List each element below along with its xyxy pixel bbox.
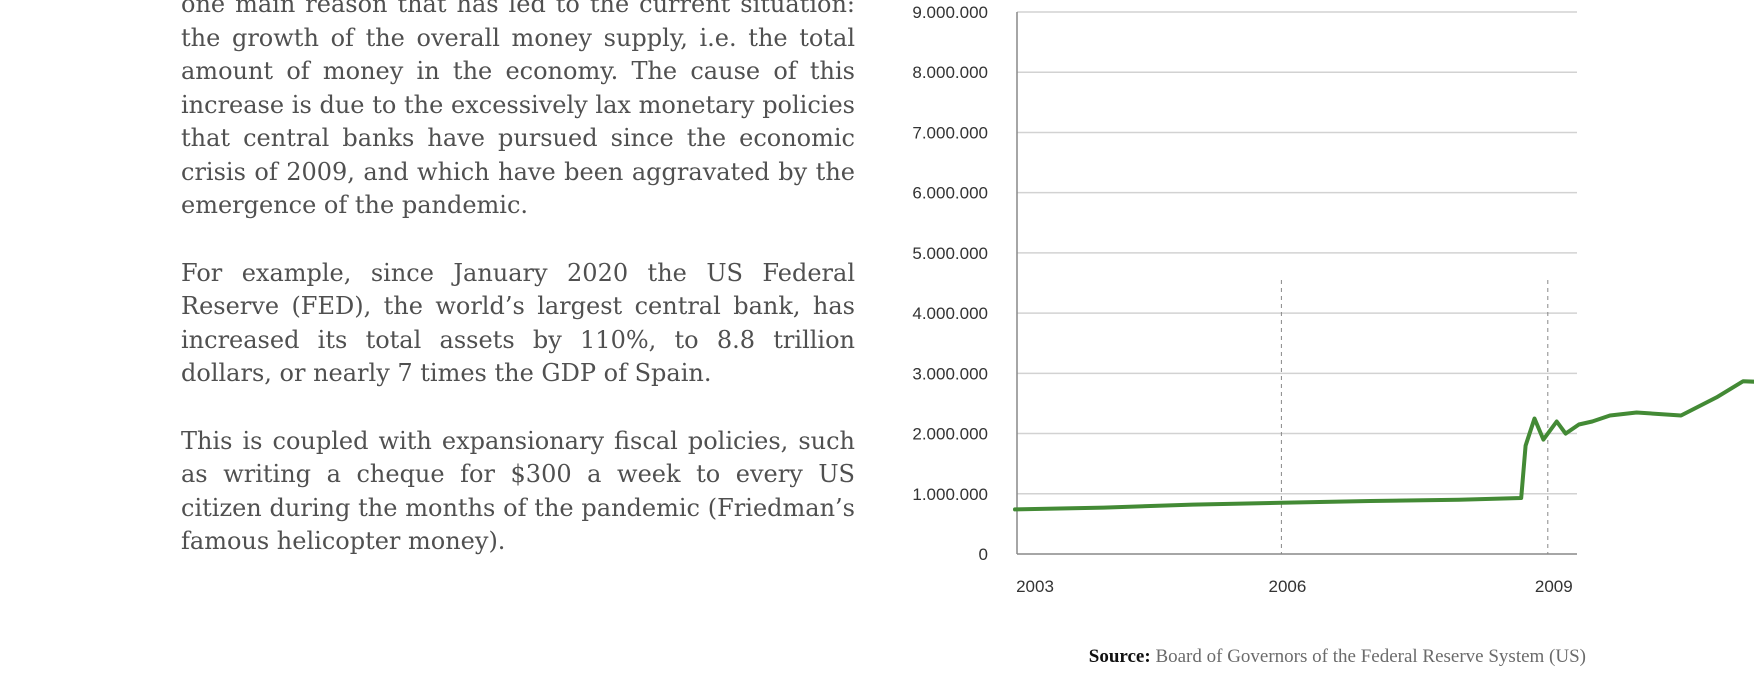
y-tick-label: 9.000.000 <box>912 3 988 22</box>
y-tick-label: 7.000.000 <box>912 123 988 142</box>
series-line <box>1013 379 1754 512</box>
y-tick-label: 0 <box>979 545 988 564</box>
y-tick-label: 6.000.000 <box>912 184 988 203</box>
paragraph-3: This is coupled with expansionary fiscal… <box>181 426 855 556</box>
article-text: one main reason that has led to the curr… <box>181 0 855 593</box>
source-text: Board of Governors of the Federal Reserv… <box>1155 646 1586 667</box>
y-tick-label: 2.000.000 <box>912 425 988 444</box>
y-tick-label: 1.000.000 <box>912 485 988 504</box>
x-tick-label: 2003 <box>1016 577 1054 596</box>
y-tick-label: 8.000.000 <box>912 63 988 82</box>
y-tick-label: 4.000.000 <box>912 304 988 323</box>
paragraph-2: For example, since January 2020 the US F… <box>181 258 855 388</box>
chart-source: Source: Board of Governors of the Federa… <box>1089 646 1586 668</box>
y-tick-label: 5.000.000 <box>912 244 988 263</box>
source-label: Source: <box>1088 646 1151 667</box>
x-tick-label: 2006 <box>1268 577 1306 596</box>
y-tick-label: 3.000.000 <box>912 364 988 383</box>
x-tick-label: 2009 <box>1535 577 1573 596</box>
paragraph-1: one main reason that has led to the curr… <box>181 0 855 219</box>
